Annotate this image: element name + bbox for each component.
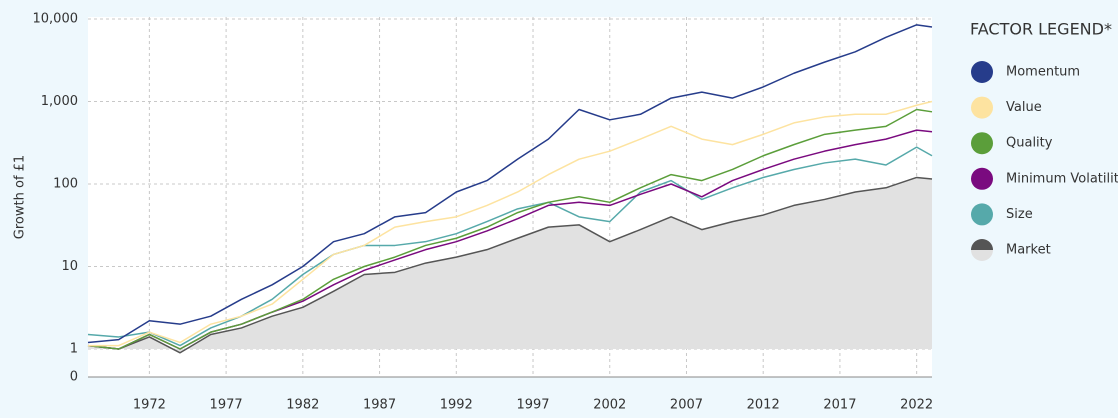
legend-label: Minimum Volatility — [1006, 171, 1118, 186]
legend-label: Value — [1006, 100, 1042, 115]
legend-swatch-half — [971, 239, 993, 250]
y-tick-label: 1,000 — [41, 94, 78, 109]
x-tick-label: 1987 — [363, 398, 396, 413]
x-tick-label: 1997 — [516, 398, 549, 413]
x-tick-label: 1977 — [210, 398, 243, 413]
y-axis-label: Growth of £1 — [13, 155, 28, 239]
series-line — [87, 146, 933, 347]
series-line — [87, 108, 933, 350]
legend-swatch — [971, 203, 993, 226]
legend-title: FACTOR LEGEND* — [970, 20, 1112, 39]
x-tick-label: 2017 — [823, 398, 856, 413]
legend-swatch — [971, 132, 993, 155]
series-line — [87, 176, 933, 354]
legend-swatch — [971, 167, 993, 190]
x-tick-label: 2012 — [747, 398, 780, 413]
y-tick-label: 0 — [70, 370, 78, 385]
line-layer — [87, 24, 933, 354]
y-tick-label: 100 — [53, 177, 78, 192]
legend-label: Momentum — [1006, 65, 1080, 80]
y-tick-label: 10,000 — [33, 12, 79, 27]
labels: 0 1 10 100 1,000 10,000 1972 1977 1982 1987 1992 19… — [33, 12, 934, 413]
legend-label: Quality — [1006, 136, 1053, 151]
series-line — [87, 24, 933, 344]
legend-swatch — [971, 61, 993, 83]
y-tick-label: 10 — [61, 259, 78, 274]
series-line — [88, 100, 933, 347]
legend-label: Size — [1006, 207, 1033, 222]
y-tick-label: 1 — [70, 342, 78, 357]
x-tick-label: 2022 — [900, 398, 933, 413]
x-tick-label: 2002 — [593, 398, 626, 413]
x-tick-label: 1972 — [133, 398, 166, 413]
x-tick-label: 1992 — [440, 398, 473, 413]
x-tick-label: 2007 — [670, 398, 703, 413]
legend-label: Market — [1006, 243, 1051, 258]
legend-swatch — [971, 96, 993, 119]
x-tick-label: 1982 — [286, 398, 319, 413]
